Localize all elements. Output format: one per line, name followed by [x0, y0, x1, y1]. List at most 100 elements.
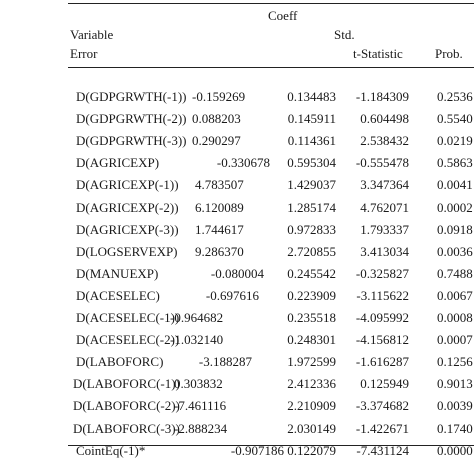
- prob-cell: 0.5863: [437, 155, 473, 171]
- table-row: D(LABOFORC) -3.188287 1.972599 -1.616287 0.1…: [0, 354, 474, 378]
- table-row: D(AGRICEXP(-2)) 6.120089 1.285174 4.762071 0…: [0, 200, 474, 224]
- prob-cell: 0.0008: [437, 310, 473, 325]
- coefficient-cell: -3.188287: [198, 354, 252, 370]
- header-rule: [68, 67, 474, 68]
- t-statistic-cell: 0.125949: [360, 376, 409, 392]
- t-statistic-cell: -7.431124: [356, 442, 409, 458]
- std-error-cell: 0.223909: [287, 287, 336, 303]
- table-row: D(GDPGRWTH(-1)) -0.159269 0.134483 -1.18430…: [0, 89, 474, 113]
- t-statistic-cell: -4.095992: [355, 310, 409, 325]
- table-row: D(MANUEXP) -0.080004 0.245542 -0.325827 0.74…: [0, 266, 474, 290]
- table-row: D(GDPGRWTH(-2)) 0.088203 0.145911 0.604498 0…: [0, 111, 474, 135]
- header-coeff: Coeff: [268, 8, 298, 23]
- table-row: D(LABOFORC(-3)) -2.888234 2.030149 -1.42267…: [0, 421, 474, 445]
- coefficient-cell: 4.783507: [195, 177, 244, 193]
- coefficient-cell: -0.697616: [205, 287, 259, 303]
- variable-cell: D(GDPGRWTH(-1)): [76, 89, 187, 104]
- prob-cell: 0.0039: [437, 398, 473, 414]
- std-error-cell: 1.429037: [287, 177, 336, 193]
- prob-cell: 0.7488: [437, 265, 473, 281]
- table-row: D(LOGSERVEXP) 9.286370 2.720855 3.413034 0.0…: [0, 244, 474, 268]
- prob-cell: 0.0918: [437, 221, 473, 237]
- prob-cell: 0.0007: [437, 332, 473, 348]
- prob-cell: 0.0000: [437, 442, 473, 458]
- coefficient-cell: 9.286370: [195, 243, 244, 259]
- t-statistic-cell: -3.115622: [356, 287, 409, 303]
- std-error-cell: 0.235518: [287, 310, 336, 325]
- header-t-statistic: t-Statistic: [353, 46, 403, 61]
- std-error-cell: 0.134483: [287, 89, 336, 104]
- t-statistic-cell: 4.762071: [360, 199, 409, 215]
- std-error-cell: 2.030149: [287, 420, 336, 436]
- table-row: CointEq(-1)* -0.907186 0.122079 -7.431124 0.…: [0, 443, 474, 467]
- table-row: D(ACESELEC) -0.697616 0.223909 -3.115622 0.0…: [0, 288, 474, 312]
- top-rule: [68, 3, 474, 4]
- std-error-cell: 0.122079: [287, 442, 336, 458]
- std-error-cell: 2.210909: [287, 398, 336, 414]
- variable-cell: D(ACESELEC(-1)): [76, 310, 180, 325]
- table-row: D(AGRICEXP) -0.330678 0.595304 -0.555478 0.5…: [0, 155, 474, 179]
- coefficient-cell: -0.330678: [216, 155, 270, 171]
- header-std: Std.: [334, 27, 355, 42]
- variable-cell: D(LABOFORC(-2)): [73, 398, 180, 414]
- coefficient-cell: -1.032140: [170, 332, 224, 348]
- table-row: D(GDPGRWTH(-3)) 0.290297 0.114361 2.538432 0…: [0, 133, 474, 157]
- coefficient-cell: -0.080004: [210, 265, 264, 281]
- std-error-cell: 0.245542: [287, 265, 336, 281]
- prob-cell: 0.1740: [437, 420, 473, 436]
- coefficient-cell: 0.290297: [192, 133, 241, 149]
- t-statistic-cell: 0.604498: [360, 111, 409, 127]
- header-variable: Variable: [70, 27, 114, 42]
- t-statistic-cell: -1.616287: [355, 354, 409, 370]
- std-error-cell: 0.145911: [287, 111, 336, 127]
- t-statistic-cell: -3.374682: [355, 398, 409, 414]
- variable-cell: D(AGRICEXP(-2)): [76, 199, 179, 215]
- prob-cell: 0.9013: [437, 376, 473, 392]
- t-statistic-cell: 1.793337: [360, 221, 409, 237]
- coefficient-cell: 0.088203: [192, 111, 241, 127]
- std-error-cell: 1.972599: [287, 354, 336, 370]
- prob-cell: 0.0219: [437, 133, 473, 149]
- t-statistic-cell: 2.538432: [360, 133, 409, 149]
- bottom-rule: [68, 445, 474, 446]
- variable-cell: CointEq(-1)*: [76, 442, 146, 458]
- std-error-cell: 0.248301: [287, 332, 336, 348]
- coefficient-cell: -2.888234: [174, 420, 228, 436]
- variable-cell: D(GDPGRWTH(-3)): [76, 133, 187, 149]
- variable-cell: D(LOGSERVEXP): [76, 243, 178, 259]
- t-statistic-cell: -4.156812: [355, 332, 409, 348]
- header-error: Error: [70, 46, 98, 61]
- variable-cell: D(ACESELEC(-2)): [76, 332, 180, 348]
- prob-cell: 0.1256: [437, 354, 473, 370]
- t-statistic-cell: -1.184309: [355, 89, 409, 104]
- table-row: D(AGRICEXP(-1)) 4.783507 1.429037 3.347364 0…: [0, 177, 474, 201]
- std-error-cell: 0.114361: [287, 133, 336, 149]
- coefficient-cell: -0.964682: [170, 310, 224, 325]
- coefficient-cell: -7.461116: [174, 398, 227, 414]
- variable-cell: D(AGRICEXP(-1)): [76, 177, 179, 193]
- table-row: D(ACESELEC(-1)) -0.964682 0.235518 -4.09599…: [0, 310, 474, 334]
- prob-cell: 0.5540: [437, 111, 473, 127]
- variable-cell: D(MANUEXP): [76, 265, 159, 281]
- coefficient-cell: 1.744617: [195, 221, 244, 237]
- prob-cell: 0.2536: [437, 89, 473, 104]
- std-error-cell: 2.720855: [287, 243, 336, 259]
- variable-cell: D(LABOFORC): [76, 354, 164, 370]
- t-statistic-cell: 3.413034: [360, 243, 409, 259]
- prob-cell: 0.0041: [437, 177, 473, 193]
- t-statistic-cell: -0.325827: [355, 265, 409, 281]
- table-row: D(LABOFORC(-2)) -7.461116 2.210909 -3.37468…: [0, 398, 474, 422]
- variable-cell: D(ACESELEC): [76, 287, 160, 303]
- table-row: D(LABOFORC(-1)) 0.303832 2.412336 0.125949 0…: [0, 376, 474, 400]
- prob-cell: 0.0067: [437, 287, 473, 303]
- coefficient-cell: -0.907186: [230, 442, 284, 458]
- header-prob: Prob.: [435, 46, 463, 61]
- std-error-cell: 2.412336: [287, 376, 336, 392]
- t-statistic-cell: 3.347364: [360, 177, 409, 193]
- std-error-cell: 0.972833: [287, 221, 336, 237]
- std-error-cell: 1.285174: [287, 199, 336, 215]
- coefficient-cell: -0.159269: [192, 89, 246, 104]
- variable-cell: D(AGRICEXP): [76, 155, 160, 171]
- coefficient-cell: 0.303832: [174, 376, 223, 392]
- t-statistic-cell: -1.422671: [355, 420, 409, 436]
